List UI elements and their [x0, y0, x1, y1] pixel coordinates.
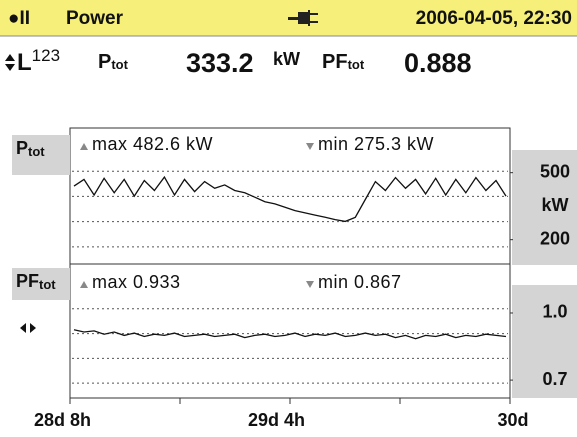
scale-box [512, 285, 577, 398]
max-text: max 482.6 kW [92, 134, 213, 154]
chart-label-main: PF [16, 271, 39, 291]
chart-label: Ptot [16, 138, 45, 160]
chart-label-sub: tot [28, 144, 45, 159]
time-label: 29d 4h [248, 410, 305, 430]
plug-icon [288, 10, 318, 26]
max-text: max 0.933 [92, 272, 181, 292]
phase: L [17, 49, 32, 76]
chart-label: PFtot [16, 271, 56, 293]
label-box [12, 135, 70, 175]
chart-label-sub: tot [39, 277, 56, 292]
min-text: min 275.3 kW [318, 134, 434, 154]
p-label-main: P [98, 51, 111, 73]
datetime: 2006-04-05, 22:30 [416, 8, 572, 29]
y-tick-label: 500 [540, 161, 570, 181]
max-icon [80, 143, 88, 150]
time-ticks [69, 398, 511, 404]
p-unit: kW [273, 49, 300, 69]
min-text: min 0.867 [318, 272, 402, 292]
p-value: 333.2 [186, 48, 254, 78]
y-tick-label: 200 [540, 228, 570, 248]
pf-label-sub: tot [348, 57, 365, 72]
max-icon [80, 281, 88, 288]
unit-label: kW [542, 195, 569, 215]
scale-box [512, 150, 577, 265]
min-icon [306, 281, 314, 288]
p-label: Ptot [98, 51, 129, 73]
min-icon [306, 143, 314, 150]
status-icon: ●II [8, 8, 30, 29]
chart-label-main: P [16, 138, 28, 158]
y-tick-label: 1.0 [542, 302, 567, 322]
cursor-arrows [20, 323, 36, 333]
phase-arrows [5, 54, 15, 71]
label-box [12, 268, 70, 300]
pf-label-main: PF [322, 51, 348, 73]
phase-sup: 123 [32, 46, 60, 65]
pf-value: 0.888 [404, 48, 472, 78]
time-label: 28d 8h [34, 410, 91, 430]
screen-title: Power [66, 8, 124, 29]
y-tick-label: 0.7 [542, 369, 567, 389]
reading-line: L123 [17, 46, 60, 76]
time-label: 30d [497, 410, 528, 430]
data-line [73, 175, 507, 223]
pf-label: PFtot [322, 51, 365, 73]
p-label-sub: tot [111, 57, 128, 72]
data-line [73, 329, 507, 340]
